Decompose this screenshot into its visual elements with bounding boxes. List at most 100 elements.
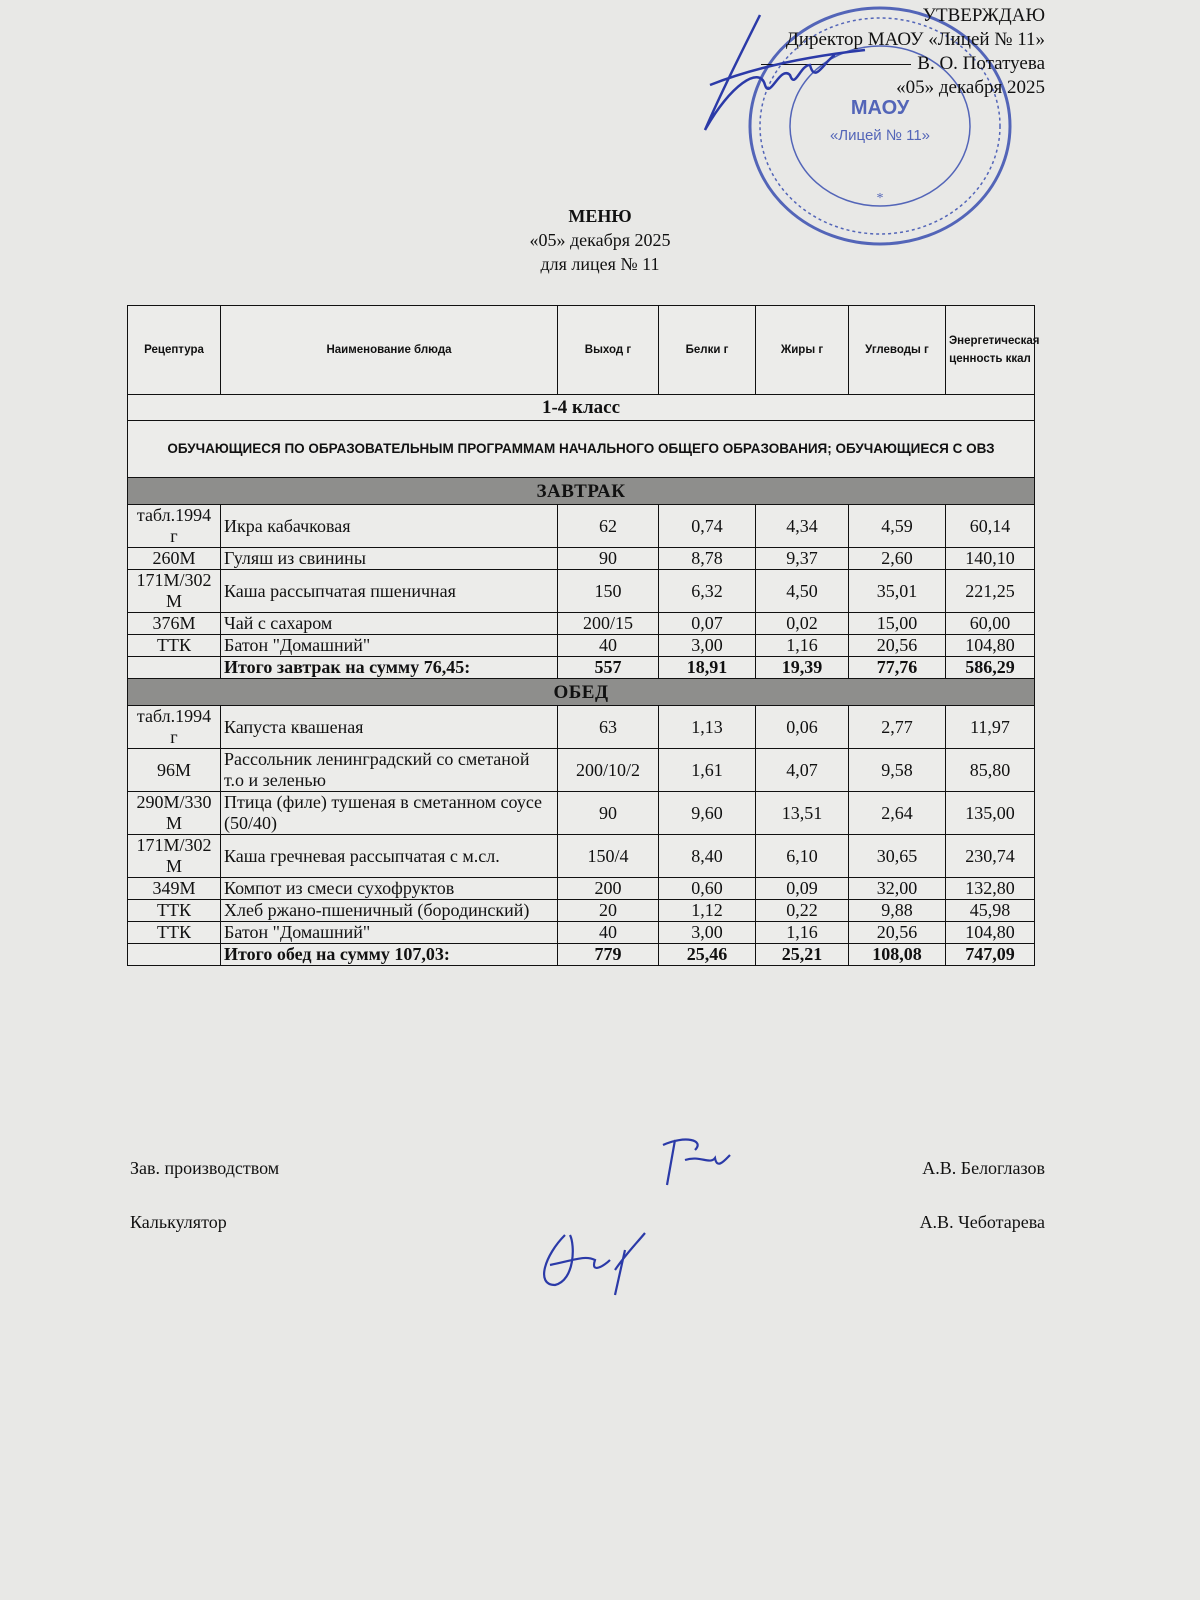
yield-cell: 779 — [557, 943, 659, 966]
class-row: 1-4 класс — [127, 394, 1035, 421]
signature-role: Зав. производством — [130, 1158, 280, 1178]
dish-name-cell: Каша рассыпчатая пшеничная — [220, 569, 558, 613]
energy-cell: 60,14 — [945, 504, 1035, 548]
energy-cell: 747,09 — [945, 943, 1035, 966]
energy-cell: 85,80 — [945, 748, 1035, 792]
svg-text:*: * — [877, 191, 884, 206]
approval-name: В. О. Потатуева — [917, 53, 1045, 74]
carbs-cell: 9,88 — [848, 899, 946, 922]
table-row: ТТК Хлеб ржано-пшеничный (бородинский) 20 1… — [127, 899, 1035, 922]
fats-cell: 13,51 — [755, 791, 849, 835]
signature-role: Калькулятор — [130, 1212, 227, 1232]
fats-cell: 0,06 — [755, 705, 849, 749]
energy-cell: 60,00 — [945, 612, 1035, 635]
energy-cell: 104,80 — [945, 921, 1035, 944]
dish-name-cell: Батон "Домашний" — [220, 634, 558, 657]
header-recipe: Рецептура — [127, 305, 221, 395]
menu-date: «05» декабря 2025 — [529, 230, 671, 250]
dish-name-cell: Птица (филе) тушеная в сметанном соусе (… — [220, 791, 558, 835]
energy-cell: 586,29 — [945, 656, 1035, 679]
svg-text:МАОУ: МАОУ — [851, 97, 910, 119]
school-stamp: МАОУ «Лицей № 11» * — [748, 6, 1012, 246]
yield-cell: 20 — [557, 899, 659, 922]
proteins-cell: 6,32 — [658, 569, 756, 613]
dish-name-cell: Гуляш из свинины — [220, 547, 558, 570]
carbs-cell: 77,76 — [848, 656, 946, 679]
total-row: Итого обед на сумму 107,03: 779 25,46 25,21… — [127, 943, 1035, 966]
dish-name-cell: Компот из смеси сухофруктов — [220, 877, 558, 900]
approval-position: Директор МАОУ «Лицей № 11» — [785, 29, 1045, 50]
signature-line — [761, 64, 912, 65]
table-header-row: Рецептура Наименование блюда Выход г Бел… — [127, 305, 1039, 395]
carbs-cell: 4,59 — [848, 504, 946, 548]
calculator-signature — [543, 1232, 646, 1296]
carbs-cell: 2,77 — [848, 705, 946, 749]
dish-name-cell: Батон "Домашний" — [220, 921, 558, 944]
table-row: 260М Гуляш из свинины 90 8,78 9,37 2,60 140,10 — [127, 547, 1035, 570]
proteins-cell: 25,46 — [658, 943, 756, 966]
table-row: ТТК Батон "Домашний" 40 3,00 1,16 20,56 104,80 — [127, 634, 1035, 657]
recipe-cell: ТТК — [127, 921, 221, 944]
proteins-cell: 8,40 — [658, 834, 756, 878]
header-energy: Энергетическая ценность ккал — [945, 305, 1039, 395]
menu-title-block: МЕНЮ «05» декабря 2025 для лицея № 11 — [0, 204, 1200, 276]
svg-text:«Лицей № 11»: «Лицей № 11» — [830, 127, 930, 144]
section-title: ЗАВТРАК — [127, 477, 1035, 505]
recipe-cell: 171М/302 М — [127, 834, 221, 878]
fats-cell: 0,22 — [755, 899, 849, 922]
fats-cell: 4,34 — [755, 504, 849, 548]
carbs-cell: 108,08 — [848, 943, 946, 966]
signature-name: А.В. Белоглазов — [922, 1158, 1045, 1178]
proteins-cell: 3,00 — [658, 634, 756, 657]
fats-cell: 9,37 — [755, 547, 849, 570]
table-row: 376М Чай с сахаром 200/15 0,07 0,02 15,00 60,0… — [127, 612, 1035, 635]
energy-cell: 11,97 — [945, 705, 1035, 749]
fats-cell: 4,07 — [755, 748, 849, 792]
proteins-cell: 18,91 — [658, 656, 756, 679]
header-yield: Выход г — [557, 305, 659, 395]
header-fats: Жиры г — [755, 305, 849, 395]
energy-cell: 104,80 — [945, 634, 1035, 657]
header-proteins: Белки г — [658, 305, 756, 395]
fats-cell: 1,16 — [755, 634, 849, 657]
fats-cell: 0,02 — [755, 612, 849, 635]
signature-row-production: Зав. производством А.В. Белоглазов — [130, 1158, 1045, 1179]
approval-date: «05» декабря 2025 — [896, 77, 1045, 98]
recipe-cell: табл.1994 г — [127, 705, 221, 749]
approval-block: УТВЕРЖДАЮ Директор МАОУ «Лицей № 11» В. … — [761, 4, 1045, 100]
dish-name-cell: Рассольник ленинградский со сметаной т.о… — [220, 748, 558, 792]
proteins-cell: 0,07 — [658, 612, 756, 635]
signature-row-calculator: Калькулятор А.В. Чеботарева — [130, 1212, 1045, 1233]
carbs-cell: 32,00 — [848, 877, 946, 900]
header-dish-name: Наименование блюда — [220, 305, 558, 395]
proteins-cell: 8,78 — [658, 547, 756, 570]
approval-heading: УТВЕРЖДАЮ — [922, 5, 1045, 26]
recipe-cell: 376М — [127, 612, 221, 635]
yield-cell: 150 — [557, 569, 659, 613]
carbs-cell: 20,56 — [848, 634, 946, 657]
recipe-cell: ТТК — [127, 899, 221, 922]
energy-cell: 135,00 — [945, 791, 1035, 835]
dish-name-cell: Итого обед на сумму 107,03: — [220, 943, 558, 966]
carbs-cell: 35,01 — [848, 569, 946, 613]
section-header-row: ОБЕД — [127, 678, 1035, 706]
proteins-cell: 1,61 — [658, 748, 756, 792]
yield-cell: 557 — [557, 656, 659, 679]
recipe-cell — [127, 656, 221, 679]
energy-cell: 45,98 — [945, 899, 1035, 922]
table-row: 171М/302 М Каша гречневая рассыпчатая с м… — [127, 834, 1035, 878]
energy-cell: 140,10 — [945, 547, 1035, 570]
yield-cell: 90 — [557, 547, 659, 570]
menu-table: Рецептура Наименование блюда Выход г Бел… — [127, 305, 1039, 966]
dish-name-cell: Итого завтрак на сумму 76,45: — [220, 656, 558, 679]
proteins-cell: 0,60 — [658, 877, 756, 900]
dish-name-cell: Капуста квашеная — [220, 705, 558, 749]
dish-name-cell: Каша гречневая рассыпчатая с м.сл. — [220, 834, 558, 878]
director-signature — [703, 14, 866, 131]
yield-cell: 200/15 — [557, 612, 659, 635]
recipe-cell: ТТК — [127, 634, 221, 657]
proteins-cell: 0,74 — [658, 504, 756, 548]
menu-school: для лицея № 11 — [540, 254, 660, 274]
production-head-signature — [662, 1138, 731, 1186]
signature-name: А.В. Чеботарева — [919, 1212, 1045, 1232]
